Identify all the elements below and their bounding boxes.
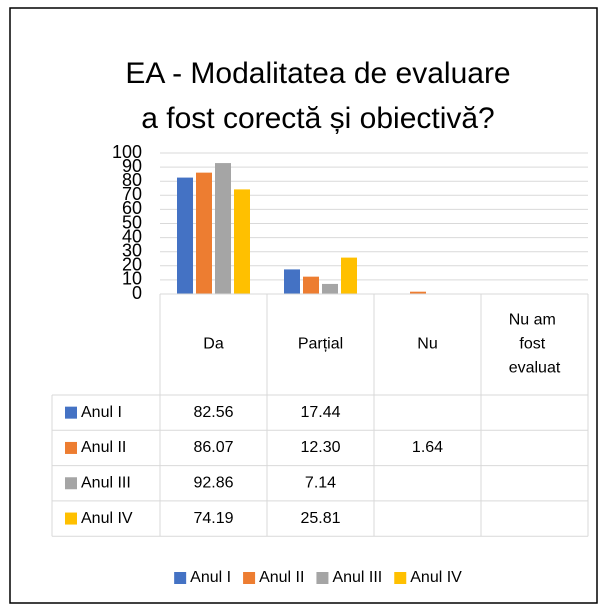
y-tick-label: 30 xyxy=(122,240,142,260)
bar xyxy=(234,189,250,294)
chart-title: EA - Modalitatea de evaluare xyxy=(125,57,510,90)
legend-key xyxy=(394,572,407,584)
legend-key xyxy=(316,572,329,584)
y-tick-label: 20 xyxy=(122,255,142,275)
data-label: 92.86 xyxy=(193,474,233,491)
bar xyxy=(322,283,338,294)
legend-label: Anul IV xyxy=(81,510,133,527)
data-label: 7.14 xyxy=(305,474,336,491)
y-tick-label: 10 xyxy=(122,269,142,289)
y-tick-label: 50 xyxy=(122,212,142,232)
bar xyxy=(284,269,300,294)
y-tick-label: 80 xyxy=(122,170,142,190)
data-label: 25.81 xyxy=(300,510,340,527)
data-label: 17.44 xyxy=(300,404,340,421)
legend-key xyxy=(243,572,256,584)
legend-label: Anul II xyxy=(81,439,126,456)
x-tick-label: Da xyxy=(203,336,224,353)
legend-label: Anul II xyxy=(259,569,304,586)
y-tick-label: 40 xyxy=(122,226,142,246)
legend-key xyxy=(174,572,187,584)
chart-title: a fost corectă și obiectivă? xyxy=(141,102,495,135)
x-tick-label: Parțial xyxy=(298,336,343,353)
y-tick-label: 60 xyxy=(122,198,142,218)
data-label: 74.19 xyxy=(193,510,233,527)
legend-label: Anul III xyxy=(332,569,382,586)
data-label: 86.07 xyxy=(193,439,233,456)
x-tick-label: Nu xyxy=(417,336,437,353)
bar xyxy=(196,172,212,294)
data-label: 1.64 xyxy=(412,439,443,456)
y-tick-label: 70 xyxy=(122,184,142,204)
chart-border xyxy=(9,7,598,604)
y-tick-label: 0 xyxy=(132,283,142,303)
legend-key xyxy=(65,512,77,525)
legend-label: Anul IV xyxy=(410,569,462,586)
legend-label: Anul I xyxy=(81,404,122,421)
data-label: 12.30 xyxy=(300,439,340,456)
bar xyxy=(177,177,193,294)
legend-key xyxy=(65,441,77,454)
bar xyxy=(215,163,231,294)
bar xyxy=(341,257,357,294)
y-tick-label: 90 xyxy=(122,156,142,176)
x-tick-label: Nu am fost evaluat xyxy=(509,312,561,377)
bar xyxy=(410,291,426,294)
data-label: 82.56 xyxy=(193,404,233,421)
legend-label: Anul III xyxy=(81,474,131,491)
bar xyxy=(303,276,319,294)
y-tick-label: 100 xyxy=(112,142,142,162)
legend-key xyxy=(65,406,77,419)
legend-label: Anul I xyxy=(190,569,231,586)
legend-key xyxy=(65,477,77,490)
